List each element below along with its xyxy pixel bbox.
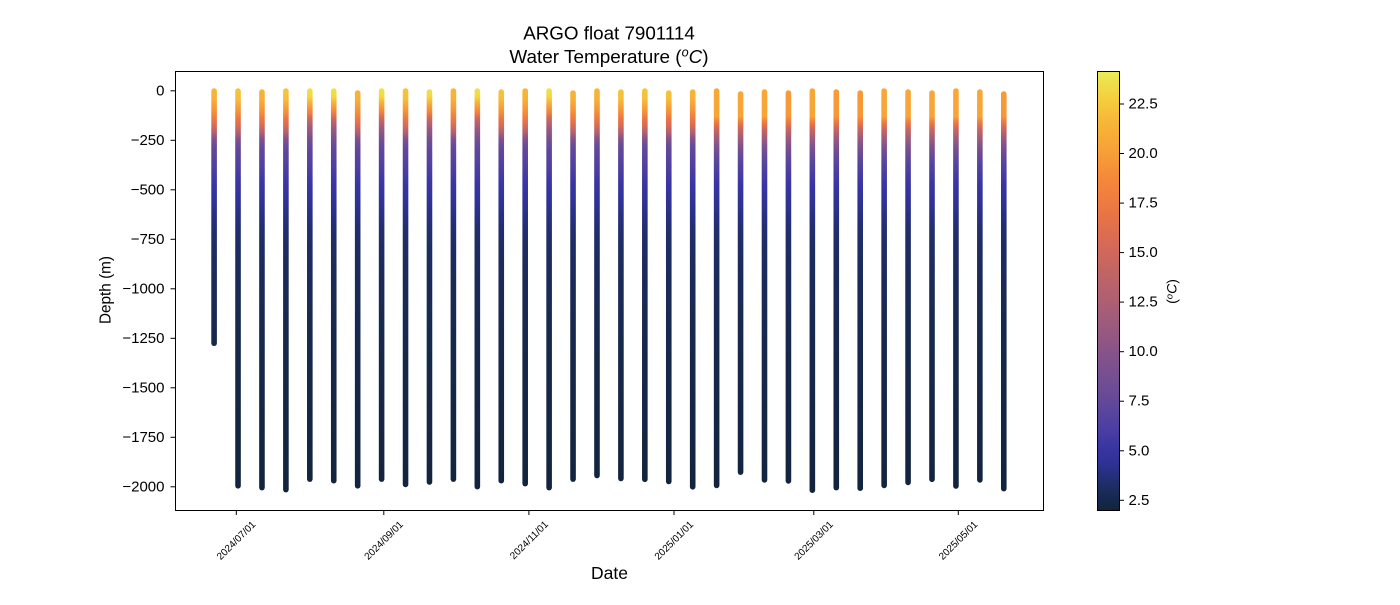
svg-text:12.5: 12.5 [1129, 294, 1158, 311]
svg-text:−1750: −1750 [122, 429, 164, 446]
svg-text:15.0: 15.0 [1129, 244, 1158, 261]
svg-text:Water Temperature (oC): Water Temperature (oC) [509, 46, 708, 69]
svg-text:22.5: 22.5 [1129, 96, 1158, 113]
svg-text:ARGO float 7901114: ARGO float 7901114 [523, 23, 695, 44]
svg-text:2.5: 2.5 [1129, 492, 1150, 509]
svg-text:−1250: −1250 [122, 330, 164, 347]
svg-text:5.0: 5.0 [1129, 442, 1150, 459]
svg-text:−1500: −1500 [122, 379, 164, 396]
svg-text:−500: −500 [131, 181, 165, 198]
svg-text:17.5: 17.5 [1129, 195, 1158, 212]
svg-text:−250: −250 [131, 132, 165, 149]
svg-text:0: 0 [156, 82, 164, 99]
svg-text:−1000: −1000 [122, 280, 164, 297]
svg-text:Date: Date [591, 563, 628, 583]
svg-text:7.5: 7.5 [1129, 393, 1150, 410]
svg-text:10.0: 10.0 [1129, 343, 1158, 360]
svg-text:Depth (m): Depth (m) [98, 256, 115, 324]
svg-text:−750: −750 [131, 231, 165, 248]
svg-text:20.0: 20.0 [1129, 145, 1158, 162]
svg-text:(oC): (oC) [1164, 279, 1180, 304]
svg-text:−2000: −2000 [122, 478, 164, 495]
